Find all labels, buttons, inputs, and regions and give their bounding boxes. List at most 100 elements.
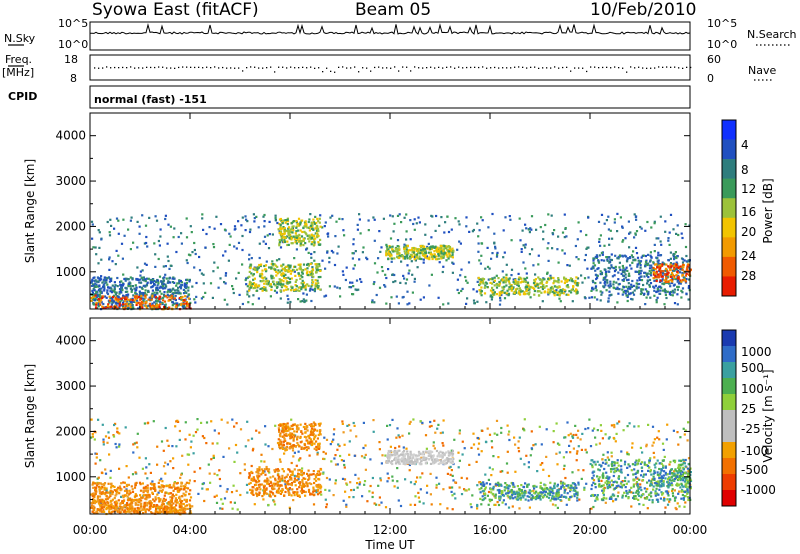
range-cell [417, 257, 420, 260]
range-cell [146, 305, 149, 308]
range-cell [342, 273, 345, 276]
range-cell [539, 226, 542, 229]
range-cell [123, 481, 126, 484]
range-cell [274, 482, 277, 485]
range-cell [684, 501, 687, 504]
frequency-dot [214, 66, 216, 68]
range-cell [176, 282, 179, 285]
range-cell [632, 256, 635, 259]
range-cell [338, 217, 341, 220]
range-cell [185, 498, 188, 501]
range-cell [588, 418, 591, 421]
range-cell [639, 275, 642, 278]
range-cell [141, 467, 144, 470]
range-cell [478, 289, 481, 292]
range-cell [523, 280, 526, 283]
range-cell [353, 424, 356, 427]
range-cell [480, 254, 483, 257]
range-cell [396, 467, 399, 470]
range-cell [500, 431, 503, 434]
range-cell [100, 238, 103, 241]
range-cell [153, 485, 156, 488]
range-cell [621, 240, 624, 243]
range-cell [271, 264, 274, 267]
range-cell [671, 273, 675, 276]
range-cell [281, 222, 284, 225]
range-cell [501, 291, 504, 294]
range-cell [147, 277, 150, 280]
range-cell [657, 254, 660, 257]
noise-sky-trace [90, 23, 691, 35]
range-cell [264, 286, 267, 289]
range-cell [95, 301, 98, 305]
range-cell [394, 247, 397, 250]
range-cell [145, 241, 148, 245]
range-cell [316, 451, 319, 454]
range-cell [504, 492, 508, 495]
range-cell [480, 286, 483, 289]
range-cell [613, 221, 616, 224]
range-cell [154, 498, 157, 501]
range-cell [279, 217, 282, 221]
range-cell [626, 451, 629, 454]
range-cell [502, 288, 505, 291]
range-cell [193, 266, 196, 269]
range-cell [405, 213, 408, 216]
range-cell [260, 272, 263, 275]
range-cell [163, 291, 166, 294]
range-cell [676, 224, 679, 227]
range-cell [575, 276, 578, 279]
range-cell [447, 245, 450, 248]
range-cell [632, 293, 636, 296]
range-cell [284, 219, 287, 222]
range-cell [477, 235, 480, 238]
range-cell [108, 508, 111, 511]
range-cell [102, 509, 105, 512]
range-cell [151, 293, 154, 296]
range-cell [93, 509, 96, 512]
range-cell [272, 277, 275, 280]
range-cell [178, 503, 181, 506]
range-cell [167, 259, 170, 263]
range-cell [168, 277, 171, 280]
range-cell [268, 284, 271, 287]
range-cell [395, 436, 398, 439]
range-cell [351, 293, 354, 296]
range-cell [648, 264, 652, 267]
range-cell [649, 296, 652, 299]
range-cell [231, 507, 234, 510]
range-cell [676, 270, 679, 273]
range-cell [647, 292, 650, 295]
range-cell [345, 482, 348, 485]
range-cell [351, 281, 354, 284]
range-cell [171, 494, 174, 498]
range-cell [595, 443, 598, 446]
frequency-dot [358, 71, 360, 73]
range-cell [172, 495, 176, 498]
range-cell [334, 482, 337, 485]
range-cell [681, 291, 684, 294]
range-cell [547, 474, 551, 478]
range-cell [600, 293, 603, 296]
range-cell [527, 228, 531, 231]
colorbar-tick-label: 20 [741, 225, 756, 239]
frequency-dot [178, 66, 180, 69]
range-cell [189, 225, 192, 228]
range-cell [161, 480, 164, 483]
range-cell [104, 307, 107, 310]
range-cell [325, 503, 328, 506]
range-cell [631, 446, 634, 449]
range-cell [96, 276, 99, 279]
range-cell [133, 512, 136, 515]
range-cell [302, 298, 305, 301]
range-cell [413, 228, 416, 231]
range-cell [516, 493, 519, 496]
range-cell [451, 251, 454, 254]
range-cell [681, 279, 684, 282]
range-cell [161, 285, 164, 288]
range-cell [673, 489, 676, 492]
range-cell [451, 253, 454, 256]
frequency-dot [218, 67, 220, 69]
range-cell [545, 281, 548, 284]
range-cell [545, 285, 548, 288]
